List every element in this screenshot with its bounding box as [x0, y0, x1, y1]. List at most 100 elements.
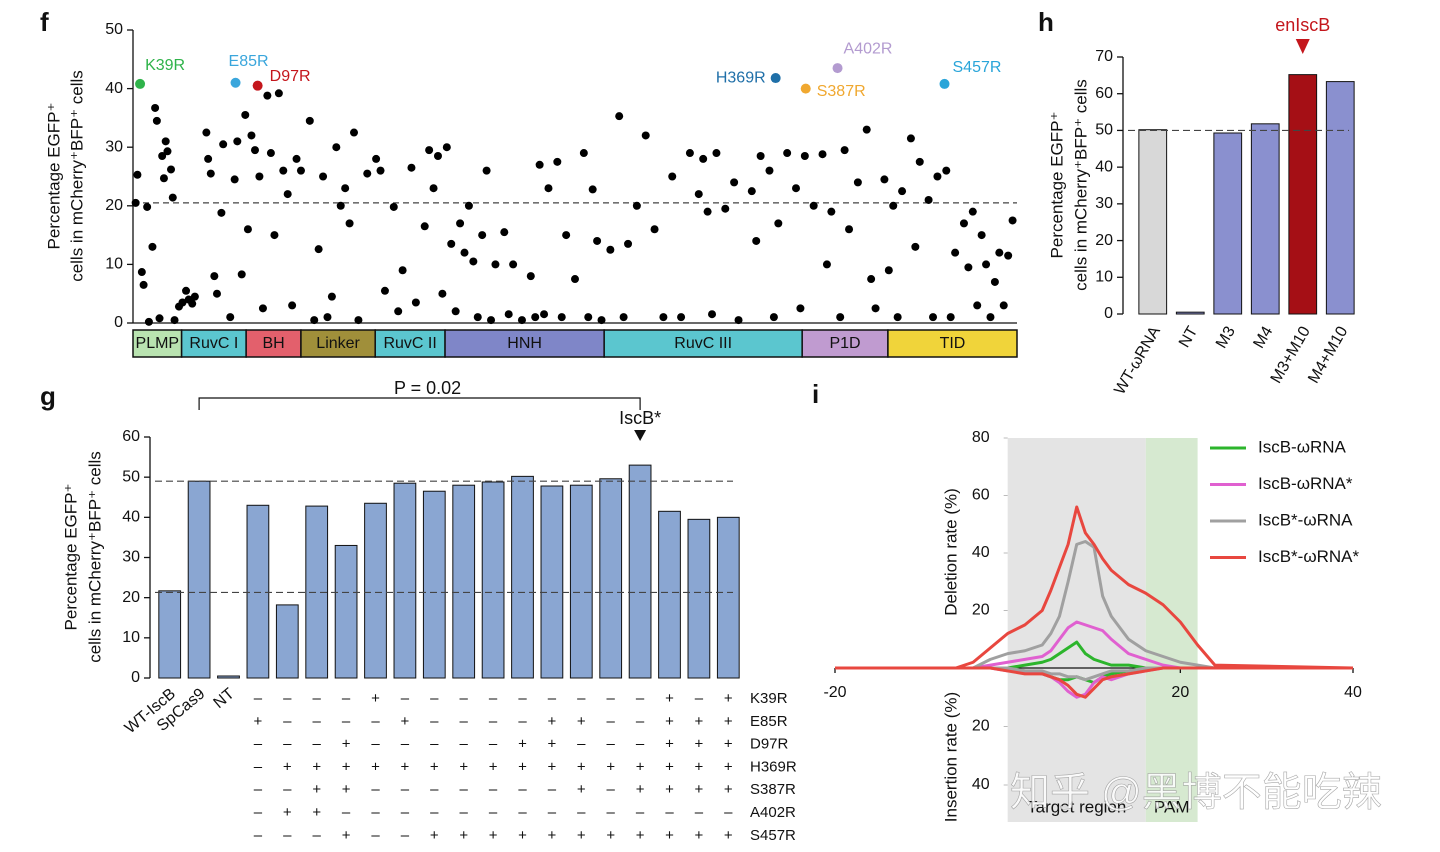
y-tick-label: 40: [122, 509, 140, 526]
mutation-mark: –: [401, 804, 410, 821]
mutation-mark: –: [371, 827, 380, 844]
point: [703, 207, 712, 216]
point: [182, 286, 191, 295]
highlight-label: enIscB: [1275, 15, 1330, 35]
bar: [334, 544, 358, 679]
point: [266, 149, 275, 158]
bar: [452, 484, 476, 679]
region-label: Target region: [1027, 797, 1126, 816]
deletion-line: [835, 505, 1354, 670]
point: [699, 154, 708, 163]
highlight-point: [135, 78, 146, 89]
bar: [628, 464, 652, 679]
point: [323, 313, 332, 322]
point: [959, 219, 968, 228]
mutation-mark: –: [636, 713, 645, 730]
domain-label: RuvC III: [674, 335, 732, 352]
point: [314, 245, 323, 254]
point: [752, 236, 761, 245]
point: [889, 201, 898, 210]
point: [411, 298, 420, 307]
mutation-mark: +: [606, 758, 615, 775]
point: [906, 134, 915, 143]
mutation-mark: +: [518, 758, 527, 775]
point: [274, 89, 283, 98]
highlight-label: IscB*: [619, 408, 661, 428]
highlight-point: [800, 83, 811, 94]
highlight-point: [770, 73, 781, 84]
point: [151, 103, 160, 112]
point: [721, 204, 730, 213]
mutation-mark: +: [695, 781, 704, 798]
point: [557, 313, 566, 322]
point: [332, 143, 341, 152]
point: [363, 169, 372, 178]
mutation-mark: +: [665, 827, 674, 844]
point: [624, 239, 633, 248]
point: [712, 149, 721, 158]
point: [964, 263, 973, 272]
domain-label: TID: [940, 335, 966, 352]
point: [544, 184, 553, 193]
point: [756, 151, 765, 160]
mutation-mark: –: [695, 804, 704, 821]
watermark: 知乎 @黑博不能吃辣: [1010, 771, 1382, 815]
y-tick-label: 40: [105, 80, 123, 97]
mutation-mark: –: [283, 690, 292, 707]
mutation-mark: –: [577, 804, 586, 821]
y-tick-label: 10: [122, 629, 140, 646]
point: [292, 154, 301, 163]
mutation-mark: +: [548, 827, 557, 844]
mutation-mark: +: [577, 827, 586, 844]
y-tick-label: 20: [1095, 232, 1113, 249]
point: [659, 313, 668, 322]
point: [951, 248, 960, 257]
mutation-mark: +: [665, 736, 674, 753]
mutation-mark: +: [724, 758, 733, 775]
point: [212, 289, 221, 298]
point: [677, 313, 686, 322]
point: [942, 166, 951, 175]
mutation-mark: +: [548, 758, 557, 775]
y-tick-label: 50: [1095, 122, 1113, 139]
mutation-mark: +: [401, 758, 410, 775]
y-tick-label: 20: [105, 197, 123, 214]
point: [730, 178, 739, 187]
bar: [158, 590, 182, 679]
mutation-mark: +: [459, 827, 468, 844]
point: [783, 149, 792, 158]
point: [977, 231, 986, 240]
domain: [887, 329, 1018, 358]
point: [809, 201, 818, 210]
point: [167, 165, 176, 174]
mutation-mark: –: [607, 804, 616, 821]
point: [995, 248, 1004, 257]
point: [478, 231, 487, 240]
point: [619, 313, 628, 322]
mutation-mark: +: [254, 713, 263, 730]
point: [867, 275, 876, 284]
y-axis-label: Percentage EGFP⁺: [44, 103, 63, 250]
point: [139, 280, 148, 289]
point: [509, 260, 518, 269]
point: [161, 137, 170, 146]
mutation-mark: –: [254, 827, 263, 844]
point: [420, 222, 429, 231]
point: [487, 316, 496, 325]
mutation-mark: –: [724, 804, 733, 821]
point: [250, 146, 259, 155]
mutation-mark: +: [401, 713, 410, 730]
point: [210, 272, 219, 281]
point: [143, 202, 152, 211]
domain-label: HNH: [507, 335, 542, 352]
point: [1004, 251, 1013, 260]
point-label: S457R: [953, 59, 1002, 76]
mutation-mark: +: [665, 690, 674, 707]
mutation-name: K39R: [750, 690, 788, 707]
bar: [187, 480, 211, 679]
mutation-mark: +: [724, 713, 733, 730]
point: [305, 116, 314, 125]
y-tick-label: 60: [122, 428, 140, 445]
point: [270, 231, 279, 240]
